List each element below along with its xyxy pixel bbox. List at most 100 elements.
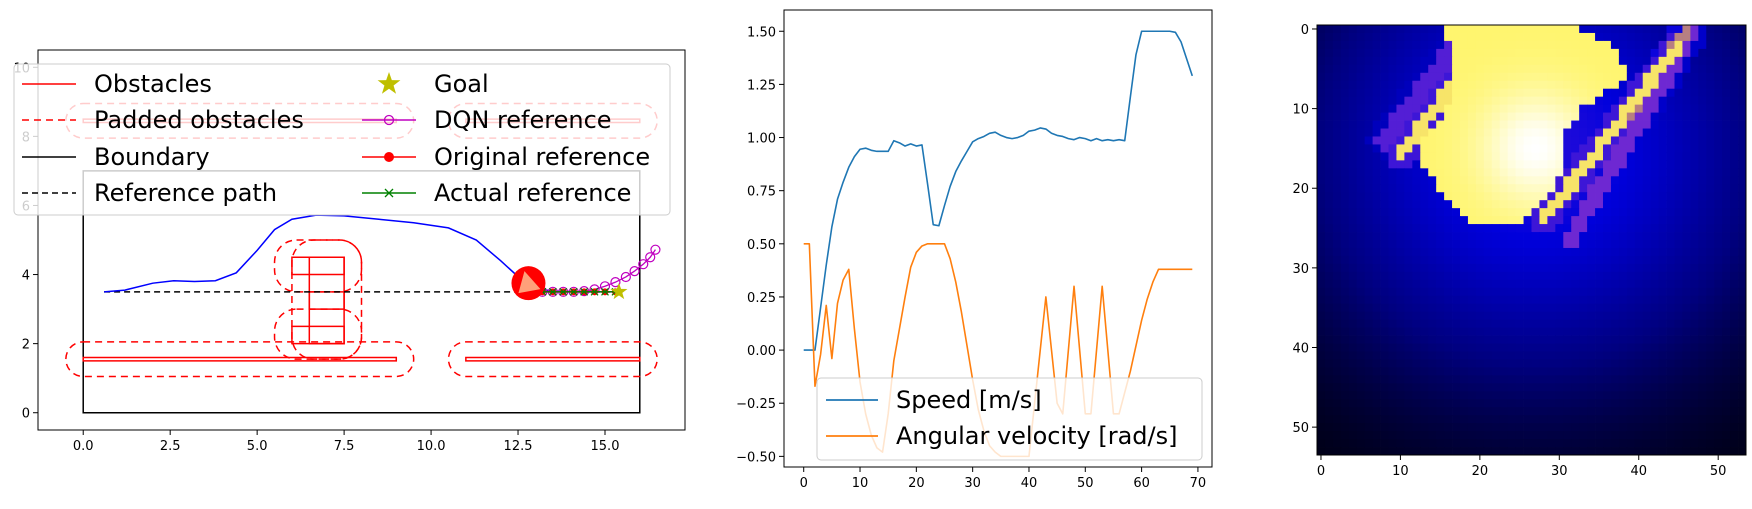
heatmap-cell (1467, 287, 1477, 297)
heatmap-cell (1372, 224, 1381, 233)
heatmap-cell (1698, 327, 1707, 336)
heatmap-cell (1428, 216, 1437, 225)
heatmap-cell (1563, 184, 1572, 193)
heatmap-cell (1642, 439, 1652, 448)
heatmap-cell (1372, 80, 1381, 90)
heatmap-cell (1436, 32, 1445, 42)
heatmap-cell (1730, 399, 1739, 408)
heatmap-cell (1507, 136, 1517, 145)
heatmap-cell (1428, 128, 1437, 137)
heatmap-cell (1610, 391, 1620, 400)
heatmap-cell (1444, 64, 1453, 74)
heatmap-cell (1388, 431, 1397, 440)
heatmap-cell (1626, 232, 1636, 241)
heatmap-cell (1388, 359, 1397, 368)
heatmap-cell (1475, 367, 1485, 376)
heatmap-cell (1483, 247, 1493, 257)
heatmap-cell (1483, 279, 1493, 289)
heatmap-cell (1317, 136, 1326, 145)
heatmap-cell (1499, 399, 1509, 408)
heatmap-cell (1714, 391, 1723, 400)
heatmap-cell (1642, 184, 1652, 193)
heatmap-cell (1626, 240, 1636, 249)
heatmap-cell (1380, 311, 1389, 321)
heatmap-cell (1563, 431, 1572, 440)
heatmap-cell (1499, 104, 1509, 113)
heatmap-cell (1475, 279, 1485, 289)
heatmap-cell (1595, 375, 1604, 384)
heatmap-cell (1634, 447, 1644, 455)
heatmap-cell (1356, 56, 1366, 66)
heatmap-cell (1499, 88, 1509, 98)
heatmap-cell (1515, 423, 1524, 432)
heatmap-cell (1491, 391, 1501, 400)
heatmap-cell (1674, 279, 1683, 289)
heatmap-cell (1412, 399, 1421, 408)
heatmap-cell (1523, 431, 1532, 440)
heatmap-cell (1460, 64, 1469, 74)
heatmap-cell (1658, 136, 1667, 145)
heatmap-cell (1642, 415, 1652, 424)
heatmap-cell (1690, 184, 1699, 193)
heatmap-cell (1404, 335, 1413, 344)
velocity-ytick-label: 0.50 (747, 238, 776, 253)
heatmap-cell (1332, 152, 1342, 161)
heatmap-cell (1348, 303, 1358, 313)
heatmap-cell (1452, 343, 1461, 352)
heatmap-cell (1571, 351, 1580, 360)
heatmap-cell (1587, 367, 1596, 376)
heatmap-cell (1706, 168, 1715, 177)
heatmap-cell (1634, 176, 1644, 185)
heatmap-cell (1404, 375, 1413, 384)
heatmap-cell (1467, 200, 1477, 209)
map-axes-frame (37, 49, 686, 431)
heatmap-cell (1428, 335, 1437, 344)
heatmap-cell (1618, 351, 1628, 360)
heatmap-cell (1420, 88, 1429, 98)
heatmap-cell (1603, 200, 1612, 209)
heatmap-cell (1483, 40, 1493, 50)
heatmap-cell (1587, 120, 1596, 129)
heatmap-cell (1618, 271, 1628, 281)
heatmap-cell (1730, 407, 1739, 416)
heatmap-cell (1420, 112, 1429, 121)
heatmap-cell (1444, 319, 1453, 328)
heatmap-cell (1324, 232, 1334, 241)
heatmap-cell (1547, 240, 1556, 249)
heatmap-cell (1436, 383, 1445, 392)
heatmap-cell (1428, 208, 1437, 217)
heatmap-cell (1428, 56, 1437, 66)
heatmap-cell (1452, 263, 1461, 273)
heatmap-cell (1507, 104, 1517, 113)
heatmap-cell (1595, 144, 1604, 153)
heatmap-cell (1499, 128, 1509, 137)
heatmap-cell (1634, 56, 1644, 66)
heatmap-cell (1364, 383, 1374, 392)
heatmap-cell (1364, 25, 1374, 34)
heatmap-cell (1706, 160, 1715, 169)
heatmap-cell (1634, 240, 1644, 249)
heatmap-cell (1356, 295, 1366, 305)
heatmap-cell (1436, 104, 1445, 113)
heatmap-cell (1380, 144, 1389, 153)
heatmap-cell (1348, 112, 1358, 121)
heatmap-cell (1523, 263, 1532, 273)
heatmap-cell (1388, 343, 1397, 352)
heatmap-cell (1610, 168, 1620, 177)
heatmap-cell (1460, 232, 1469, 241)
heatmap-cell (1460, 359, 1469, 368)
heatmap-cell (1444, 247, 1453, 257)
heatmap-cell (1372, 319, 1381, 328)
heatmap-cell (1738, 431, 1746, 440)
heatmap-cell (1618, 72, 1628, 82)
heatmap-cell (1738, 160, 1746, 169)
heatmap-cell (1460, 303, 1469, 313)
heatmap-cell (1587, 96, 1596, 106)
heatmap-cell (1356, 232, 1366, 241)
heatmap-cell (1563, 88, 1572, 98)
heatmap-cell (1332, 240, 1342, 249)
heatmap-cell (1738, 144, 1746, 153)
heatmap-cell (1682, 128, 1691, 137)
heatmap-cell (1674, 247, 1683, 257)
heatmap-cell (1722, 144, 1731, 153)
